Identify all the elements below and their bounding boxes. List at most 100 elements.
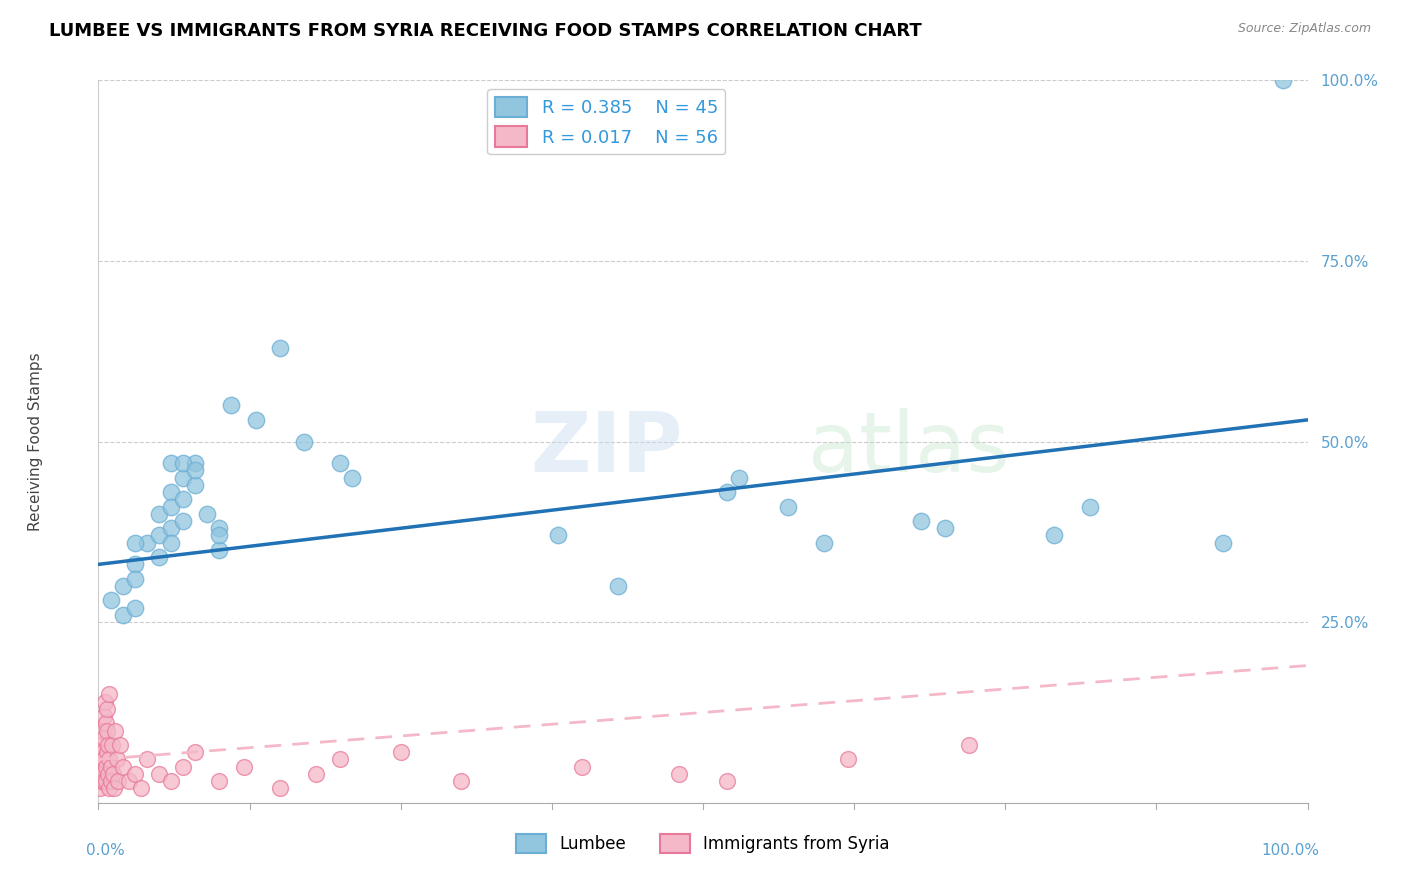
Point xyxy=(1078,500,1101,514)
Point xyxy=(100,774,122,789)
Point xyxy=(111,579,134,593)
Point xyxy=(91,767,114,781)
Point xyxy=(91,752,114,766)
Point xyxy=(93,752,115,766)
Point xyxy=(184,463,207,477)
Point xyxy=(172,760,194,774)
Text: Source: ZipAtlas.com: Source: ZipAtlas.com xyxy=(1237,22,1371,36)
Point xyxy=(129,781,152,796)
Point xyxy=(547,528,569,542)
Point xyxy=(91,723,114,738)
Text: ZIP: ZIP xyxy=(530,409,682,490)
Point xyxy=(184,478,207,492)
Point xyxy=(160,774,183,789)
Point xyxy=(91,774,114,789)
Point xyxy=(172,514,194,528)
Point xyxy=(96,702,118,716)
Point xyxy=(571,760,593,774)
Point xyxy=(148,767,170,781)
Point xyxy=(91,745,114,759)
Point xyxy=(160,485,183,500)
Point xyxy=(97,767,120,781)
Point xyxy=(329,752,352,766)
Point xyxy=(208,542,231,557)
Point xyxy=(97,781,120,796)
Point xyxy=(184,745,207,759)
Point xyxy=(837,752,859,766)
Point xyxy=(957,738,980,752)
Point xyxy=(668,767,690,781)
Point xyxy=(89,774,111,789)
Point xyxy=(1272,73,1295,87)
Point xyxy=(305,767,328,781)
Point xyxy=(184,456,207,470)
Point xyxy=(100,760,122,774)
Point xyxy=(160,456,183,470)
Point xyxy=(160,500,183,514)
Point xyxy=(118,774,141,789)
Point xyxy=(160,535,183,549)
Point xyxy=(90,760,112,774)
Point xyxy=(232,760,254,774)
Point xyxy=(98,752,121,766)
Point xyxy=(607,579,630,593)
Point xyxy=(94,695,117,709)
Point xyxy=(195,507,218,521)
Point xyxy=(910,514,932,528)
Point xyxy=(450,774,472,789)
Point xyxy=(103,781,125,796)
Point xyxy=(292,434,315,449)
Point xyxy=(93,709,115,723)
Point xyxy=(716,485,738,500)
Point xyxy=(148,528,170,542)
Point xyxy=(89,781,111,796)
Point xyxy=(124,767,146,781)
Point xyxy=(98,687,121,701)
Point xyxy=(208,528,231,542)
Point xyxy=(104,723,127,738)
Point xyxy=(813,535,835,549)
Point xyxy=(96,723,118,738)
Point xyxy=(100,738,122,752)
Point xyxy=(124,600,146,615)
Point xyxy=(716,774,738,789)
Point xyxy=(94,716,117,731)
Text: atlas: atlas xyxy=(807,409,1010,490)
Point xyxy=(105,752,128,766)
Point xyxy=(172,456,194,470)
Point xyxy=(208,774,231,789)
Point xyxy=(221,398,243,412)
Point xyxy=(1212,535,1234,549)
Point xyxy=(245,413,267,427)
Point xyxy=(93,774,115,789)
Point xyxy=(124,558,146,572)
Point xyxy=(90,767,112,781)
Point xyxy=(148,507,170,521)
Point xyxy=(108,738,131,752)
Point xyxy=(934,521,956,535)
Text: 100.0%: 100.0% xyxy=(1261,843,1320,857)
Point xyxy=(90,738,112,752)
Point xyxy=(124,572,146,586)
Point xyxy=(342,471,364,485)
Point xyxy=(269,341,291,355)
Point xyxy=(96,774,118,789)
Point xyxy=(329,456,352,470)
Point xyxy=(172,471,194,485)
Point xyxy=(389,745,412,759)
Point xyxy=(100,593,122,607)
Point xyxy=(94,760,117,774)
Point xyxy=(97,738,120,752)
Text: 0.0%: 0.0% xyxy=(86,843,125,857)
Point xyxy=(101,767,124,781)
Point xyxy=(776,500,799,514)
Point xyxy=(96,745,118,759)
Point xyxy=(111,607,134,622)
Point xyxy=(172,492,194,507)
Point xyxy=(135,752,157,766)
Point xyxy=(1042,528,1064,542)
Point xyxy=(135,535,157,549)
Point xyxy=(728,471,751,485)
Point xyxy=(93,731,115,745)
Text: LUMBEE VS IMMIGRANTS FROM SYRIA RECEIVING FOOD STAMPS CORRELATION CHART: LUMBEE VS IMMIGRANTS FROM SYRIA RECEIVIN… xyxy=(49,22,922,40)
